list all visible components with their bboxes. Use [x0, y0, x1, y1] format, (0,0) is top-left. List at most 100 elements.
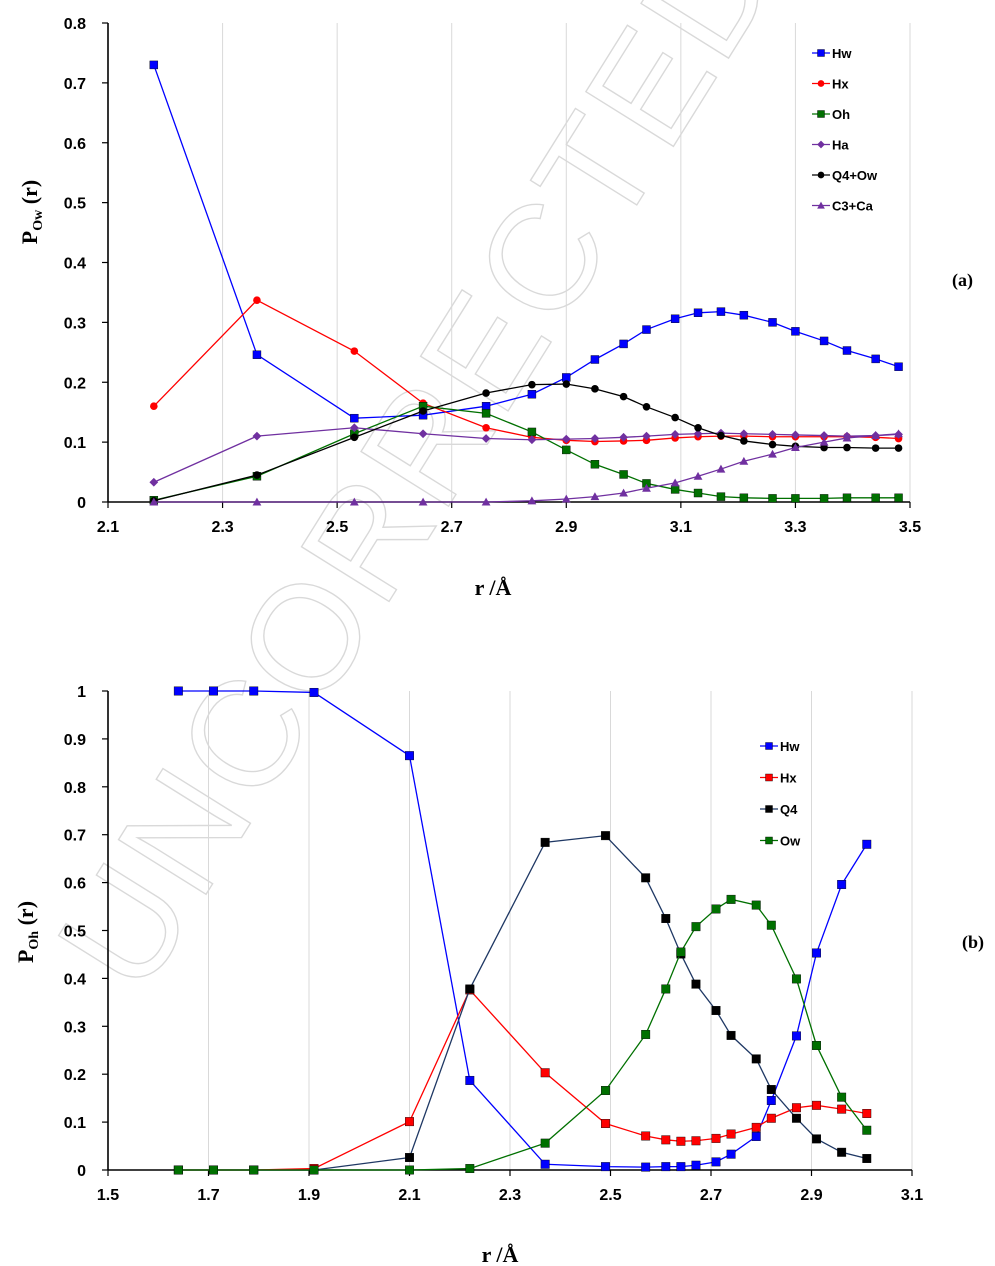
- chart-b-xlabel: r /Å: [482, 1242, 519, 1266]
- data-point-hw: [716, 307, 726, 316]
- data-point-hx: [711, 1133, 721, 1143]
- data-point-ha: [527, 435, 537, 445]
- data-point-hx: [791, 1103, 801, 1113]
- data-point-q4: [812, 1134, 821, 1144]
- data-point-hx: [540, 1068, 550, 1078]
- data-point-q4-ow: [562, 380, 571, 388]
- data-point-ha: [642, 431, 651, 441]
- data-point-ha: [481, 434, 491, 443]
- data-point-q4: [862, 1154, 872, 1163]
- data-point-hw: [249, 686, 259, 696]
- x-tick-label: 2.3: [499, 1187, 521, 1204]
- legend-item-q4: Q4: [760, 802, 798, 817]
- data-point-q4-ow: [482, 389, 490, 397]
- data-point-hw: [739, 310, 749, 320]
- data-point-hw: [481, 402, 491, 411]
- legend-marker: [817, 201, 825, 209]
- y-tick-label: 0.1: [64, 435, 86, 452]
- data-point-hw: [670, 314, 680, 323]
- data-point-c3-ca: [349, 497, 359, 506]
- y-tick-label: 0.3: [64, 1019, 86, 1036]
- x-tick-label: 2.3: [211, 519, 233, 536]
- data-point-c3-ca: [739, 456, 749, 465]
- data-point-ow: [309, 1165, 319, 1175]
- data-point-hx: [837, 1104, 847, 1114]
- chart-a-xticks: 2.1 2.3 2.5 2.7 2.9 3.1 3.3 3.5: [97, 502, 921, 536]
- data-point-hx: [726, 1129, 736, 1139]
- data-point-q4: [791, 1113, 801, 1123]
- data-point-q4-ow: [694, 423, 702, 432]
- data-point-hw: [350, 413, 359, 423]
- series-ow: [173, 894, 872, 1175]
- data-point-q4-ow: [740, 437, 748, 445]
- legend-item-hw: Hw: [812, 46, 852, 61]
- data-point-ha: [590, 434, 600, 443]
- data-point-hx: [350, 347, 359, 355]
- x-tick-label: 3.1: [901, 1187, 923, 1204]
- data-point-oh: [527, 427, 537, 437]
- y-tick-label: 0.1: [64, 1115, 86, 1132]
- y-tick-label: 1: [77, 684, 86, 701]
- series-line-q4-ow: [153, 383, 899, 502]
- y-tick-label: 0.6: [64, 136, 86, 153]
- data-point-hw: [751, 1132, 761, 1141]
- data-point-ow: [751, 900, 761, 910]
- y-tick-label: 0.7: [64, 828, 86, 845]
- chart-a-series: [149, 60, 903, 506]
- data-point-q4: [711, 1006, 721, 1015]
- data-point-hw: [309, 687, 319, 697]
- data-point-c3-ca: [871, 431, 881, 440]
- data-point-hw: [791, 327, 800, 336]
- data-point-c3-ca: [252, 497, 262, 506]
- data-point-hx: [482, 423, 490, 432]
- legend-label: Hw: [780, 739, 800, 754]
- data-point-hw: [812, 948, 821, 958]
- chart-b-legend: Hw Hx Q4 Ow: [760, 739, 801, 849]
- data-point-hw: [871, 354, 880, 364]
- data-point-ow: [812, 1041, 821, 1050]
- data-point-q4: [540, 837, 550, 847]
- series-line-q4: [178, 834, 867, 1171]
- data-point-ha: [791, 430, 800, 440]
- data-point-hw: [842, 346, 852, 355]
- x-tick-label: 2.5: [326, 519, 348, 536]
- data-point-q4: [465, 984, 475, 994]
- data-point-hx: [676, 1136, 686, 1146]
- data-point-hw: [601, 1162, 610, 1172]
- legend-item-hx: Hx: [760, 771, 797, 786]
- data-point-q4-ow: [717, 431, 725, 440]
- data-point-c3-ca: [418, 497, 428, 506]
- series-hw: [173, 686, 872, 1172]
- legend-item-c3-ca: C3+Ca: [812, 199, 874, 214]
- data-point-hw: [691, 1160, 701, 1170]
- data-point-q4-ow: [671, 413, 679, 422]
- data-point-c3-ca: [693, 471, 703, 480]
- legend-label: Ow: [780, 834, 801, 849]
- data-point-hx: [405, 1117, 414, 1127]
- y-tick-label: 0.6: [64, 876, 86, 893]
- data-point-c3-ca: [619, 488, 628, 497]
- legend-label: Q4: [780, 802, 798, 817]
- data-point-ha: [619, 432, 628, 442]
- y-tick-label: 0.2: [64, 375, 86, 392]
- data-point-q4-ow: [253, 471, 261, 479]
- data-point-oh: [716, 492, 726, 501]
- data-point-c3-ca: [791, 443, 800, 452]
- data-point-hx: [812, 1100, 821, 1110]
- data-point-ha: [252, 431, 262, 441]
- data-point-c3-ca: [481, 497, 491, 506]
- data-point-c3-ca: [819, 437, 829, 446]
- series-ha: [149, 423, 903, 487]
- chart-b-ylabel: POh (r): [13, 901, 42, 963]
- data-point-hw: [465, 1075, 475, 1085]
- legend-item-hw: Hw: [760, 739, 800, 754]
- series-line-hw: [153, 64, 899, 419]
- x-tick-label: 1.5: [97, 1187, 119, 1204]
- data-point-q4: [601, 831, 610, 841]
- y-tick-label: 0.5: [64, 196, 86, 213]
- data-point-hw: [149, 60, 159, 70]
- data-point-q4: [691, 979, 701, 989]
- data-point-hx: [661, 1135, 671, 1145]
- data-point-q4-ow: [591, 385, 599, 393]
- data-point-hw: [768, 318, 777, 327]
